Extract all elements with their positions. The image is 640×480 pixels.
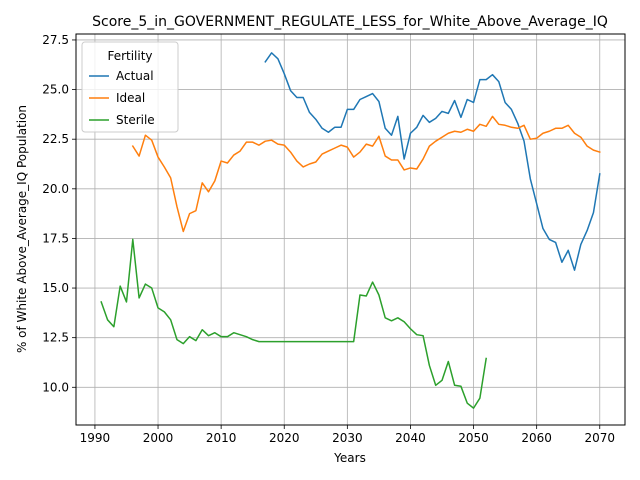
- series-line-ideal: [131, 115, 601, 233]
- y-tick-label: 17.5: [42, 231, 69, 245]
- x-tick-label: 1990: [80, 431, 111, 445]
- x-tick-label: 2050: [458, 431, 489, 445]
- legend-label-sterile: Sterile: [116, 113, 155, 127]
- x-tick-label: 2030: [332, 431, 363, 445]
- y-tick-label: 10.0: [42, 380, 69, 394]
- x-axis-label: Years: [333, 451, 366, 465]
- x-tick-label: 2060: [521, 431, 552, 445]
- chart-title: Score_5_in_GOVERNMENT_REGULATE_LESS_for_…: [92, 14, 608, 30]
- y-tick-label: 12.5: [42, 331, 69, 345]
- legend-label-actual: Actual: [116, 69, 154, 83]
- y-tick-label: 15.0: [42, 281, 69, 295]
- x-tick-label: 2040: [395, 431, 426, 445]
- y-tick-label: 27.5: [42, 33, 69, 47]
- legend-box: [81, 41, 179, 133]
- plot-frame: [75, 33, 626, 426]
- legend: Fertility Actual Ideal Sterile: [81, 41, 179, 133]
- legend-title: Fertility: [107, 49, 152, 63]
- x-tick-label: 2010: [206, 431, 237, 445]
- legend-label-ideal: Ideal: [116, 91, 145, 105]
- series-lines: [100, 52, 601, 409]
- x-tick-label: 2000: [143, 431, 174, 445]
- series-line-actual: [264, 52, 601, 271]
- y-tick-label: 22.5: [42, 132, 69, 146]
- series-line-sterile: [100, 238, 488, 409]
- y-axis-label: % of White Above_Average_IQ Population: [15, 105, 29, 353]
- y-tick-label: 25.0: [42, 83, 69, 97]
- x-tick-label: 2070: [584, 431, 615, 445]
- y-tick-label: 20.0: [42, 182, 69, 196]
- x-axis: 1990 2000 2010 2020 2030 2040 2050 2060 2070: [80, 425, 615, 445]
- x-tick-label: 2020: [269, 431, 300, 445]
- y-axis: 10.0 12.5 15.0 17.5 20.0 22.5 25.0 27.5: [42, 33, 76, 394]
